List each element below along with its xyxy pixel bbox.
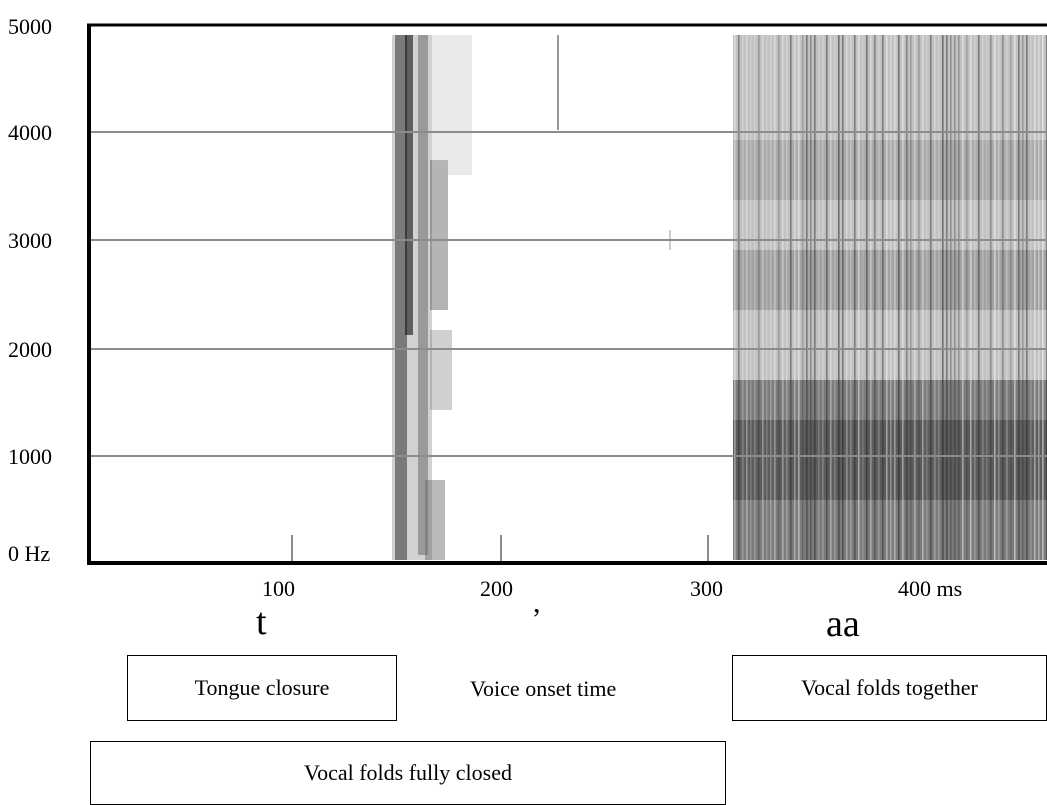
x-tick-400ms: 400 ms <box>898 576 963 601</box>
time-ticks <box>291 535 709 562</box>
vocal-folds-together-box: Vocal folds together <box>732 655 1047 721</box>
vocal-folds-together-label: Vocal folds together <box>801 675 978 700</box>
y-tick-5000: 5000 <box>8 14 52 39</box>
phoneme-aspiration-mark: , <box>533 586 541 619</box>
gridlines <box>90 131 1047 457</box>
phoneme-t: t <box>256 601 267 643</box>
x-tick-200: 200 <box>480 576 513 601</box>
vocal-folds-fully-closed-box: Vocal folds fully closed <box>90 741 726 805</box>
y-tick-2000: 2000 <box>8 337 52 362</box>
y-tick-3000: 3000 <box>8 228 52 253</box>
tongue-closure-box: Tongue closure <box>127 655 397 721</box>
voicing-striations <box>734 35 1047 560</box>
y-tick-0hz: 0 Hz <box>8 541 51 566</box>
x-tick-300: 300 <box>690 576 723 601</box>
x-tick-100: 100 <box>262 576 295 601</box>
phoneme-aa: aa <box>826 603 860 645</box>
voiced-region <box>733 35 1047 560</box>
burst-region <box>392 35 671 560</box>
tongue-closure-label: Tongue closure <box>194 675 330 700</box>
y-tick-1000: 1000 <box>8 444 52 469</box>
voice-onset-time-label: Voice onset time <box>470 676 617 701</box>
y-tick-4000: 4000 <box>8 120 52 145</box>
vocal-folds-fully-closed-label: Vocal folds fully closed <box>304 760 512 785</box>
